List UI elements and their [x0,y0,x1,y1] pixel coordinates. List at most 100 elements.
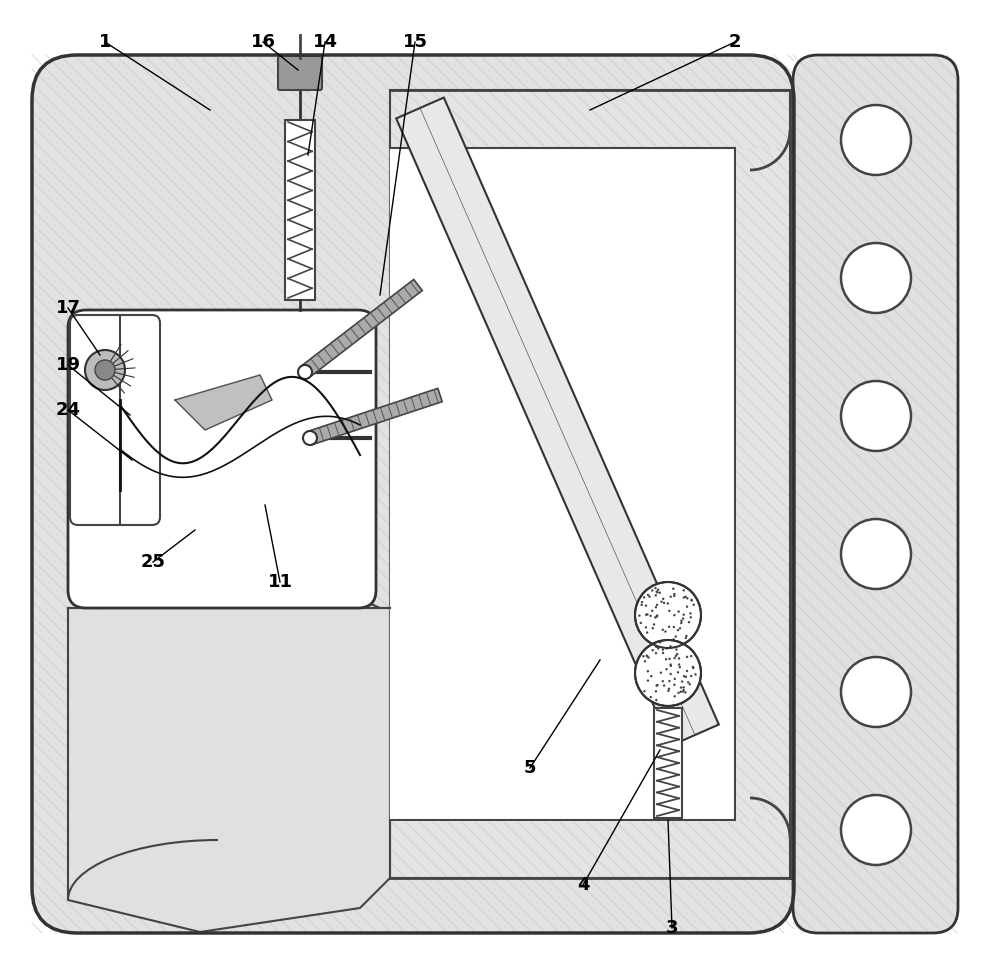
Circle shape [660,672,662,674]
Circle shape [687,682,689,683]
Text: 11: 11 [268,573,292,591]
Text: 17: 17 [56,299,80,317]
Circle shape [645,613,647,616]
Polygon shape [308,388,442,445]
Circle shape [683,675,685,678]
Circle shape [647,594,649,597]
FancyBboxPatch shape [793,55,958,933]
Bar [285,120,315,300]
Circle shape [672,639,675,641]
Text: 24: 24 [56,401,80,419]
Circle shape [683,589,685,592]
Circle shape [676,653,678,655]
Circle shape [841,105,911,175]
Circle shape [673,657,676,659]
Circle shape [643,596,645,599]
Circle shape [662,680,664,682]
Circle shape [655,690,657,692]
FancyBboxPatch shape [70,315,160,525]
Circle shape [682,686,685,688]
Circle shape [663,602,665,604]
Circle shape [656,604,658,606]
Circle shape [681,681,683,682]
Circle shape [683,613,685,616]
Circle shape [841,657,911,727]
Circle shape [686,670,688,672]
Circle shape [646,632,648,634]
Circle shape [649,614,652,617]
Text: 15: 15 [402,33,428,51]
Circle shape [841,381,911,451]
Circle shape [678,663,680,666]
Circle shape [646,654,648,657]
Circle shape [667,603,669,604]
FancyBboxPatch shape [278,56,322,90]
Circle shape [655,645,657,648]
Circle shape [635,640,701,706]
Text: 25: 25 [140,553,166,571]
Circle shape [682,688,685,691]
Circle shape [690,599,693,602]
Circle shape [677,691,680,694]
Circle shape [656,645,658,648]
FancyBboxPatch shape [32,55,794,933]
Circle shape [683,597,685,599]
Circle shape [662,651,664,654]
Circle shape [688,621,690,623]
Circle shape [663,684,665,686]
Circle shape [675,648,678,650]
Polygon shape [396,98,719,746]
Circle shape [685,635,688,637]
Circle shape [655,615,658,617]
Circle shape [673,614,676,616]
Circle shape [644,660,646,663]
Circle shape [686,655,688,658]
Circle shape [662,629,664,631]
Circle shape [635,582,701,648]
Polygon shape [301,280,422,377]
Text: 19: 19 [56,356,80,374]
Circle shape [685,637,687,640]
Circle shape [665,668,668,671]
Circle shape [672,588,675,590]
Circle shape [669,673,672,675]
Circle shape [645,604,647,606]
Circle shape [694,673,697,676]
Circle shape [646,613,649,615]
Circle shape [677,629,679,632]
Circle shape [667,689,670,692]
Circle shape [685,676,687,678]
Circle shape [654,587,657,589]
Circle shape [690,675,692,678]
Circle shape [669,645,672,647]
Circle shape [674,678,676,680]
Circle shape [647,680,649,682]
Circle shape [655,591,658,593]
Circle shape [656,615,658,617]
Circle shape [665,647,668,649]
Circle shape [690,616,692,618]
Circle shape [677,610,680,612]
Circle shape [654,616,656,619]
Circle shape [673,695,676,697]
Circle shape [673,626,675,628]
Circle shape [686,597,688,600]
Circle shape [298,365,312,379]
Circle shape [682,617,684,620]
Circle shape [640,622,642,624]
Text: 4: 4 [577,876,589,894]
Circle shape [660,640,662,643]
Circle shape [647,656,650,659]
Circle shape [648,596,651,598]
Circle shape [643,690,646,692]
Polygon shape [390,90,790,878]
Circle shape [673,595,675,597]
Circle shape [680,686,682,688]
Circle shape [642,655,645,657]
Circle shape [670,596,672,598]
Circle shape [692,667,695,669]
Circle shape [692,666,694,668]
Circle shape [689,683,691,685]
Circle shape [660,601,663,603]
Text: 1: 1 [99,33,111,51]
